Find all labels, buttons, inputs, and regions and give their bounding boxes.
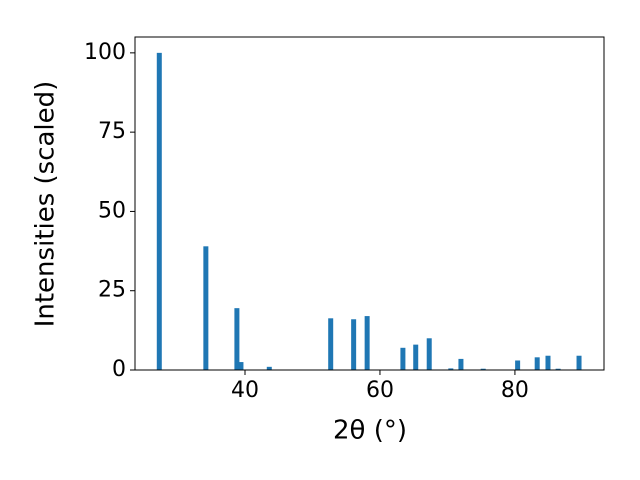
x-tick-label: 60: [366, 378, 394, 403]
bar: [351, 319, 357, 370]
bar: [328, 318, 334, 370]
y-axis-label: Intensities (scaled): [31, 81, 61, 328]
bar: [448, 368, 454, 370]
x-axis-label: 2θ (°): [333, 416, 407, 446]
bar: [156, 52, 162, 370]
bar: [480, 368, 486, 370]
bar: [555, 368, 561, 370]
bar: [534, 357, 540, 370]
bar: [203, 246, 209, 370]
bar: [576, 355, 582, 370]
y-tick-label: 75: [98, 119, 126, 144]
bar: [400, 347, 406, 370]
bar: [238, 362, 244, 370]
y-tick-label: 25: [98, 278, 126, 303]
x-tick-label: 80: [501, 378, 529, 403]
bar: [234, 308, 240, 370]
y-tick-label: 50: [98, 198, 126, 223]
bar: [266, 366, 272, 370]
bar: [413, 344, 419, 370]
x-tick-label: 40: [231, 378, 259, 403]
plot-frame: [134, 36, 605, 371]
bar: [458, 358, 464, 370]
bar: [515, 360, 521, 370]
bar: [364, 316, 370, 370]
bar: [426, 338, 432, 370]
bar: [545, 355, 551, 370]
y-tick-label: 0: [112, 357, 126, 382]
y-tick-label: 100: [84, 40, 126, 65]
